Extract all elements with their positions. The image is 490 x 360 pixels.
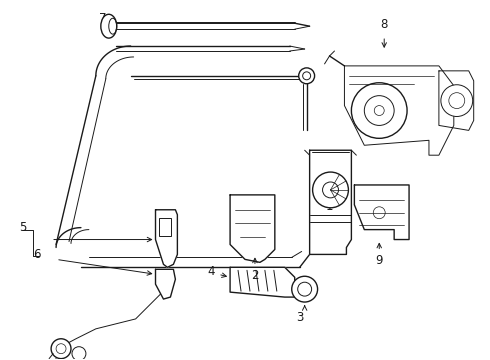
Polygon shape <box>354 185 409 239</box>
Polygon shape <box>310 150 351 255</box>
Circle shape <box>313 172 348 208</box>
Text: 3: 3 <box>296 311 303 324</box>
Text: 6: 6 <box>33 248 41 261</box>
Text: 8: 8 <box>381 18 388 31</box>
Polygon shape <box>230 267 294 297</box>
Text: 4: 4 <box>208 265 215 278</box>
Text: 2: 2 <box>251 269 259 282</box>
Ellipse shape <box>101 14 117 38</box>
Circle shape <box>292 276 318 302</box>
Circle shape <box>351 83 407 138</box>
Text: 9: 9 <box>375 255 383 267</box>
Polygon shape <box>155 210 177 267</box>
Bar <box>159 218 171 235</box>
Polygon shape <box>230 195 275 262</box>
Text: 1: 1 <box>326 200 333 213</box>
Polygon shape <box>155 269 175 299</box>
Polygon shape <box>439 71 474 130</box>
Circle shape <box>72 347 86 360</box>
Circle shape <box>441 85 473 117</box>
Circle shape <box>51 339 71 359</box>
Polygon shape <box>344 66 454 155</box>
Text: 5: 5 <box>19 221 26 234</box>
Text: 7: 7 <box>99 12 107 25</box>
Circle shape <box>299 68 315 84</box>
